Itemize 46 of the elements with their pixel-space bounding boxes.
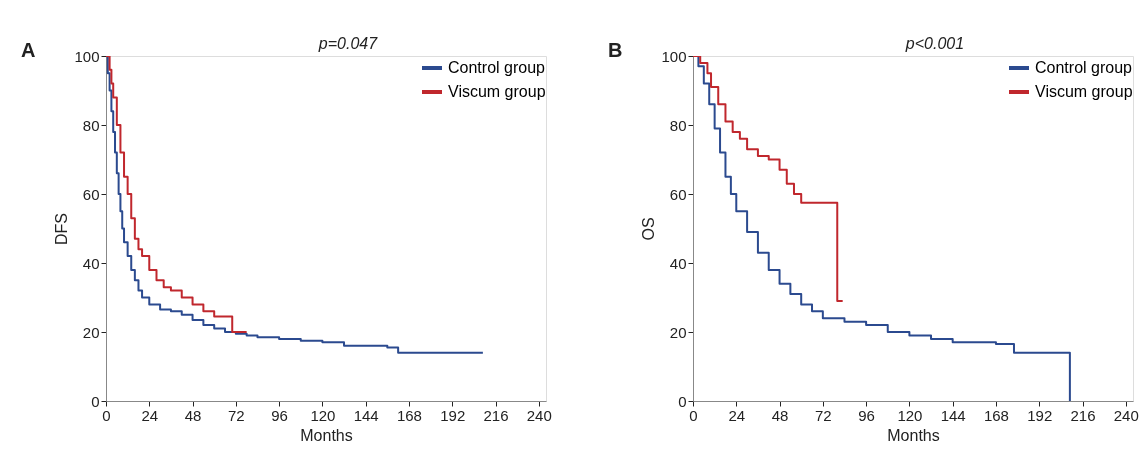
x-tick-label: 168 [396,406,422,424]
y-tick-label: 0 [91,392,100,410]
x-tick-label: 120 [310,406,336,424]
x-axis-title: Months [887,426,940,444]
x-tick-label: 144 [353,406,379,424]
x-tick-label: 72 [227,406,245,424]
x-tick-label: 48 [771,406,789,424]
x-tick-label: 24 [141,406,159,424]
x-tick-label: 72 [814,406,832,424]
x-axis-title: Months [300,426,353,444]
x-tick-label: 48 [184,406,202,424]
legend-label: Control group [448,59,546,76]
y-tick-label: 40 [82,254,100,272]
text: p<0.001 [904,35,965,52]
y-tick-label: 20 [82,323,100,341]
text: A [21,39,36,61]
y-tick-label: 20 [669,323,687,341]
y-tick-label: 60 [669,185,687,203]
x-tick-label: 144 [940,406,966,424]
x-tick-label: 192 [440,406,466,424]
y-tick-label: 60 [82,185,100,203]
x-tick-label: 192 [1027,406,1053,424]
legend-label: Control group [1035,59,1133,76]
text: B [608,39,623,61]
y-tick-label: 100 [74,47,100,65]
x-tick-label: 120 [897,406,923,424]
x-tick-label: 240 [526,406,552,424]
x-tick-label: 0 [102,406,111,424]
x-tick-label: 168 [983,406,1009,424]
x-tick-label: 240 [1113,406,1139,424]
y-tick-label: 40 [669,254,687,272]
legend-label: Viscum group [1035,83,1133,100]
legend-label: Viscum group [448,83,546,100]
y-axis-title: DFS [53,213,71,245]
y-tick-label: 80 [82,116,100,134]
x-tick-label: 24 [728,406,746,424]
x-tick-label: 216 [1070,406,1096,424]
y-tick-label: 100 [661,47,687,65]
x-tick-label: 96 [271,406,288,424]
x-tick-label: 216 [483,406,509,424]
y-tick-label: 0 [678,392,687,410]
y-axis-title: OS [640,217,658,241]
x-tick-label: 0 [689,406,698,424]
x-tick-label: 96 [858,406,875,424]
text: p=0.047 [317,35,379,52]
y-tick-label: 80 [669,116,687,134]
